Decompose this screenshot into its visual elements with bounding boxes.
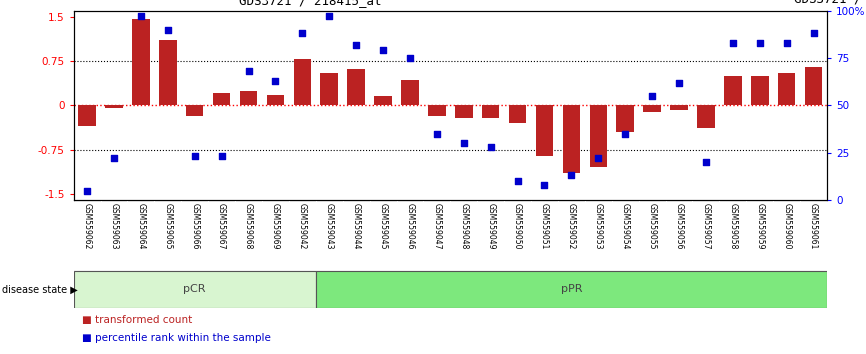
Bar (106, 105, 123, 108)
Point (806, 30, 820, 36)
Bar (724, 76, 741, 105)
Point (618, 131, 632, 137)
Text: ■ transformed count: ■ transformed count (82, 315, 192, 325)
Point (457, 141, 471, 146)
Point (81, 188, 94, 193)
Text: GSM559047: GSM559047 (432, 203, 442, 249)
Point (538, 182, 552, 188)
Text: GSM559051: GSM559051 (540, 203, 549, 249)
Point (376, 47, 390, 53)
Point (188, 154, 202, 159)
Bar (455, 105, 473, 118)
Text: GSM559056: GSM559056 (675, 203, 683, 249)
Bar (482, 105, 500, 118)
Bar (590, 105, 607, 167)
Text: GSM559061: GSM559061 (809, 203, 818, 249)
Bar (751, 76, 768, 105)
Text: GSM559043: GSM559043 (325, 203, 333, 249)
Point (134, 13, 148, 19)
Text: ■ percentile rank within the sample: ■ percentile rank within the sample (82, 333, 271, 343)
Point (322, 13, 336, 19)
Bar (267, 95, 284, 105)
Bar (643, 105, 661, 113)
Point (726, 40, 740, 46)
Bar (374, 96, 391, 105)
Point (645, 93, 659, 99)
Bar (778, 73, 795, 105)
Point (295, 30, 309, 36)
Point (511, 178, 525, 184)
Point (484, 144, 498, 150)
Text: GSM559069: GSM559069 (271, 203, 280, 249)
Bar (320, 73, 338, 105)
Bar (805, 67, 823, 105)
Point (591, 155, 605, 161)
Text: pPR: pPR (560, 284, 582, 295)
Bar (132, 19, 150, 105)
Text: GSM559067: GSM559067 (217, 203, 226, 249)
Bar (240, 91, 257, 105)
Text: GSM559055: GSM559055 (648, 203, 656, 249)
Bar (670, 105, 688, 110)
Bar (294, 59, 311, 105)
Bar (617, 105, 634, 132)
Text: GSM559065: GSM559065 (164, 203, 172, 249)
Text: GSM559048: GSM559048 (459, 203, 469, 249)
Bar (536, 105, 553, 156)
Point (403, 55, 417, 61)
Bar (401, 80, 418, 105)
Bar (509, 105, 527, 123)
Text: GSM559064: GSM559064 (136, 203, 145, 249)
Bar (74, 271, 316, 308)
Bar (213, 93, 230, 105)
Text: GSM559052: GSM559052 (567, 203, 576, 249)
Text: disease state ▶: disease state ▶ (2, 284, 77, 295)
Text: pCR: pCR (184, 284, 206, 295)
Point (672, 80, 686, 85)
Text: GSM559054: GSM559054 (621, 203, 630, 249)
Point (268, 78, 282, 84)
Point (349, 42, 363, 47)
Text: GDS3721 / 218415_at: GDS3721 / 218415_at (793, 0, 866, 5)
Text: GSM559050: GSM559050 (513, 203, 522, 249)
Text: GSM559059: GSM559059 (755, 203, 765, 249)
Text: GSM559045: GSM559045 (378, 203, 388, 249)
Text: GDS3721 / 218415_at: GDS3721 / 218415_at (239, 0, 382, 7)
Text: GSM559062: GSM559062 (82, 203, 92, 249)
Point (161, 27, 175, 32)
Text: GSM559068: GSM559068 (244, 203, 253, 249)
Point (779, 40, 793, 46)
Bar (159, 40, 177, 105)
Text: GSM559063: GSM559063 (109, 203, 119, 249)
Point (699, 159, 713, 165)
Bar (316, 271, 827, 308)
Point (753, 40, 766, 46)
Text: GSM559057: GSM559057 (701, 203, 710, 249)
Bar (563, 105, 580, 173)
Point (215, 154, 229, 159)
Bar (78, 105, 96, 126)
Point (430, 131, 443, 137)
Text: GSM559044: GSM559044 (352, 203, 360, 249)
Bar (186, 105, 204, 116)
Text: GSM559046: GSM559046 (405, 203, 415, 249)
Text: GSM559049: GSM559049 (486, 203, 495, 249)
Point (565, 172, 578, 178)
Text: GSM559066: GSM559066 (191, 203, 199, 249)
Bar (697, 105, 714, 128)
Text: GSM559053: GSM559053 (594, 203, 603, 249)
Point (242, 68, 255, 74)
Text: GSM559042: GSM559042 (298, 203, 307, 249)
Point (107, 155, 121, 161)
Text: GSM559058: GSM559058 (728, 203, 737, 249)
Bar (347, 69, 365, 105)
Bar (428, 105, 446, 116)
Text: GSM559060: GSM559060 (782, 203, 792, 249)
